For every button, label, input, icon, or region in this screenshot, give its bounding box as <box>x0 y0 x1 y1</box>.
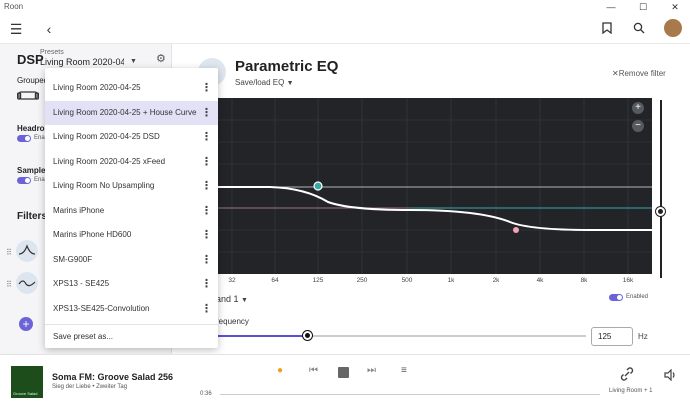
x-tick: 250 <box>356 277 368 284</box>
sofa-icon <box>17 88 39 107</box>
preset-item[interactable]: Marins iPhone ⋮ <box>45 199 218 224</box>
frequency-slider-fill <box>216 335 308 337</box>
zoom-out-button[interactable]: − <box>632 120 644 132</box>
top-nav: ☰ ‹ <box>0 14 690 44</box>
elapsed-time: 0:36 <box>200 391 212 397</box>
preset-select[interactable]: Living Room 2020-04-25 <box>40 57 124 67</box>
drag-handle-icon[interactable]: ⠿ <box>6 248 12 257</box>
grouped-label: Grouped <box>17 76 49 85</box>
more-icon[interactable]: ⋮ <box>201 155 212 168</box>
preset-item[interactable]: Living Room 2020-04-25 DSD ⋮ <box>45 125 218 150</box>
parametric-filter-icon[interactable] <box>16 272 38 294</box>
more-icon[interactable]: ⋮ <box>201 302 212 315</box>
preset-item[interactable]: XPS13-SE425-Convolution ⋮ <box>45 297 218 322</box>
more-icon[interactable]: ⋮ <box>201 204 212 217</box>
x-tick: 32 <box>228 277 236 284</box>
album-art[interactable]: Groove Salad <box>11 366 43 398</box>
preset-item[interactable]: XPS13 - SE425 ⋮ <box>45 272 218 297</box>
preset-item[interactable]: Living Room No Upsampling ⋮ <box>45 174 218 199</box>
more-icon[interactable]: ⋮ <box>201 180 212 192</box>
frequency-slider[interactable] <box>216 335 586 337</box>
bell-filter-icon[interactable] <box>16 240 38 262</box>
menu-icon[interactable]: ☰ <box>9 21 23 37</box>
maximize-button[interactable]: ☐ <box>638 2 648 12</box>
band-enabled-toggle[interactable] <box>609 294 623 301</box>
gain-slider-track[interactable] <box>660 100 662 278</box>
x-tick: 4k <box>536 277 544 284</box>
previous-icon[interactable]: ⏮ <box>309 365 318 376</box>
dsp-title: DSP <box>17 52 44 67</box>
gear-icon[interactable]: ⚙ <box>156 53 166 65</box>
save-load-eq-button[interactable]: Save/load EQ ▼ <box>235 78 294 87</box>
band-enabled-label: Enabled <box>626 294 649 300</box>
preset-item[interactable]: Living Room 2020-04-25 ⋮ <box>45 76 218 101</box>
more-icon[interactable]: ⋮ <box>201 278 212 290</box>
x-tick: 8k <box>580 277 588 284</box>
x-tick: 16k <box>622 277 634 284</box>
frequency-slider-handle[interactable] <box>303 331 312 340</box>
headroom-label: Headroo <box>17 124 50 133</box>
favorite-icon[interactable]: ● <box>277 365 284 376</box>
page-title: Parametric EQ <box>235 58 339 75</box>
band-select[interactable]: and 1 ▼ <box>216 294 248 304</box>
zoom-in-button[interactable]: + <box>632 102 644 114</box>
bookmark-icon[interactable] <box>595 14 619 44</box>
minimize-button[interactable]: — <box>606 2 616 12</box>
zone-selector[interactable]: Living Room + 1 <box>609 388 653 394</box>
save-preset-button[interactable]: Save preset as... <box>45 324 218 348</box>
headroom-toggle-label: Ena <box>34 135 45 141</box>
gain-slider-handle[interactable] <box>656 207 665 216</box>
next-icon[interactable]: ⏭ <box>367 365 376 376</box>
volume-icon[interactable] <box>664 368 677 386</box>
filters-label: Filters <box>17 211 48 222</box>
eq-graph[interactable] <box>210 98 652 274</box>
player-bar <box>0 354 690 408</box>
progress-bar[interactable] <box>220 394 600 395</box>
preset-item-selected[interactable]: Living Room 2020-04-25 + House Curve ⋮ <box>45 100 218 125</box>
x-tick: 2k <box>492 277 500 284</box>
frequency-unit: Hz <box>638 332 648 341</box>
frequency-input[interactable]: 125 <box>591 327 633 346</box>
close-window-button[interactable]: ✕ <box>671 2 679 12</box>
x-tick: 64 <box>271 277 279 284</box>
add-filter-button[interactable]: + <box>19 317 33 331</box>
x-tick: 500 <box>401 277 413 284</box>
more-icon[interactable]: ⋮ <box>201 253 212 266</box>
back-icon[interactable]: ‹ <box>46 21 52 37</box>
more-icon[interactable]: ⋮ <box>201 131 212 143</box>
presets-label: Presets <box>40 49 64 56</box>
headroom-toggle[interactable] <box>17 135 31 142</box>
stop-button[interactable] <box>338 367 349 378</box>
track-artist[interactable]: Sieg der Liebe • Zweiter Tag <box>52 384 128 390</box>
sample-rate-toggle-label: Ena <box>34 177 45 183</box>
chevron-down-icon[interactable]: ▼ <box>130 58 137 65</box>
track-title[interactable]: Soma FM: Groove Salad 256 <box>52 372 174 382</box>
drag-handle-icon[interactable]: ⠿ <box>6 280 12 289</box>
more-icon[interactable]: ⋮ <box>201 106 212 119</box>
more-icon[interactable]: ⋮ <box>201 229 212 241</box>
remove-filter-button[interactable]: ✕Remove filter <box>612 69 666 78</box>
preset-item[interactable]: Living Room 2020-04-25 xFeed ⋮ <box>45 150 218 175</box>
window-title: Roon <box>4 2 24 11</box>
preset-item[interactable]: Marins iPhone HD600 ⋮ <box>45 223 218 248</box>
presets-dropdown: Living Room 2020-04-25 ⋮ Living Room 2020… <box>45 68 218 348</box>
preset-item[interactable]: SM-G900F ⋮ <box>45 248 218 273</box>
queue-icon[interactable]: ≡ <box>401 365 407 376</box>
sample-rate-toggle[interactable] <box>17 177 31 184</box>
x-tick: 125 <box>312 277 324 284</box>
link-icon[interactable] <box>619 366 635 387</box>
sample-rate-label: Sample r <box>17 166 51 175</box>
search-icon[interactable] <box>627 14 651 44</box>
more-icon[interactable]: ⋮ <box>201 82 212 94</box>
avatar[interactable] <box>664 19 682 37</box>
x-axis: 32 64 125 250 500 1k 2k 4k 8k 16k <box>210 274 652 288</box>
frequency-label: requency <box>216 317 249 326</box>
x-tick: 1k <box>447 277 455 284</box>
